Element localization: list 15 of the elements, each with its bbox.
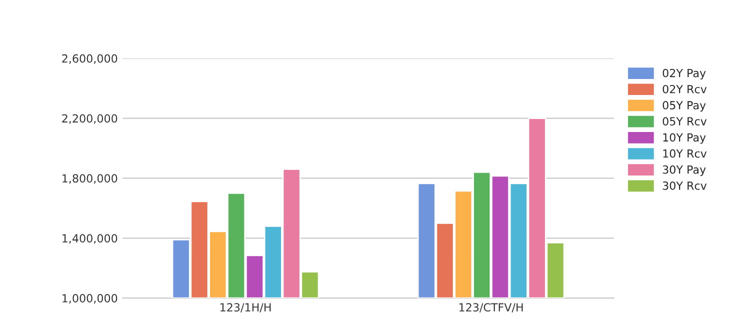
x-tick-label: 123/1H/H [220, 303, 271, 312]
legend-label: 05Y Pay [662, 101, 706, 112]
legend-label: 30Y Pay [662, 165, 706, 176]
legend-label: 02Y Pay [662, 68, 706, 80]
y-tick-label: 1,800,000 [62, 174, 118, 184]
legend-label: 05Y Rcv [662, 117, 707, 126]
y-tick-label: 1,000,000 [62, 294, 118, 304]
y-tick-label: 1,400,000 [62, 234, 118, 244]
legend-label: 10Y Rcv [663, 149, 707, 158]
legend-label: 02Y Rcv [662, 84, 707, 94]
y-tick-label: 2,600,000 [62, 54, 118, 64]
legend-label: 30Y Rcv [662, 181, 707, 190]
legend-label: 10Y Pay [663, 133, 706, 144]
y-tick-label: 2,200,000 [62, 114, 118, 124]
x-tick-label: 123/CTFV/H [459, 303, 523, 312]
